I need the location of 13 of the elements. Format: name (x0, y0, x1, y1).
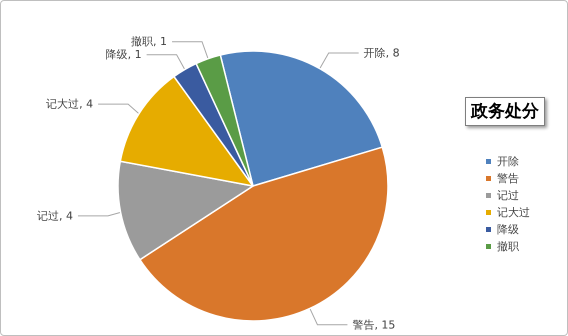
data-label: 记大过, 4 (46, 98, 94, 111)
legend-label: 警告 (497, 172, 519, 185)
legend-label: 记大过 (497, 206, 530, 219)
data-label: 撤职, 1 (131, 35, 168, 48)
data-label: 开除, 8 (364, 46, 400, 60)
legend-label: 记过 (497, 189, 519, 202)
text: 政务处分 (470, 102, 540, 122)
data-label: 降级, 1 (106, 48, 142, 62)
data-label: 警告, 15 (352, 318, 396, 332)
legend-label: 降级 (497, 223, 519, 236)
data-label: 记过, 4 (36, 209, 73, 222)
legend-label: 开除 (497, 155, 519, 168)
legend-label: 撤职 (497, 240, 519, 253)
